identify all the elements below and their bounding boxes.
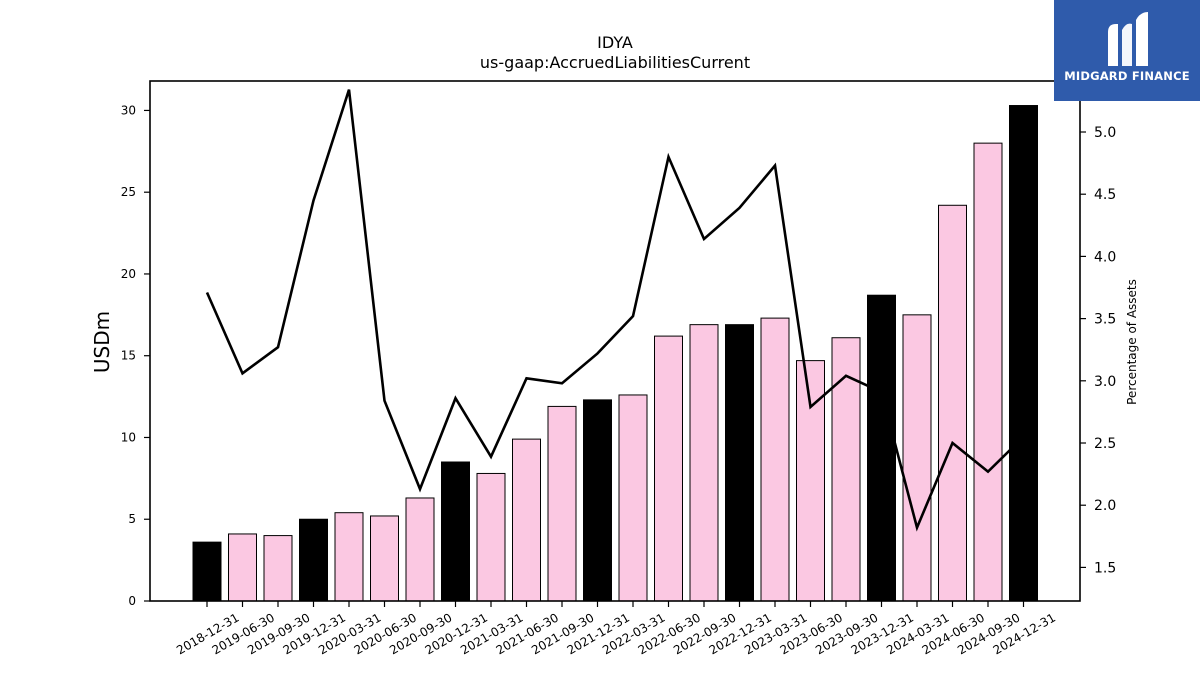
y-tick-label: 30: [121, 103, 136, 117]
midgard-logo-icon: [1108, 12, 1148, 67]
y-tick-label: 25: [121, 185, 136, 199]
bar-2022-03-31: [618, 394, 648, 602]
bar-2023-09-30: [831, 337, 861, 602]
bar-2022-09-30: [689, 324, 719, 602]
bar-2022-12-31: [725, 324, 754, 602]
chart-subtitle: us-gaap:AccruedLiabilitiesCurrent: [480, 53, 750, 72]
bar-2019-09-30: [263, 535, 293, 602]
bar-2024-03-31: [902, 314, 932, 602]
y-tick-label: 10: [121, 430, 136, 444]
brand-logo: MIDGARD FINANCE: [1054, 0, 1200, 101]
bar-2021-09-30: [547, 405, 577, 602]
y2-tick-label: 1.5: [1094, 560, 1116, 576]
percentage-line: [205, 89, 1025, 532]
brand-name: MIDGARD FINANCE: [1064, 69, 1190, 83]
bar-2021-06-30: [512, 438, 541, 602]
y-tick-label: 20: [121, 267, 136, 281]
y-tick-label: 15: [121, 349, 136, 363]
bar-2019-12-31: [299, 518, 328, 602]
y2-tick-label: 2.0: [1094, 498, 1116, 514]
bar-2023-12-31: [867, 294, 896, 602]
bar-2024-06-30: [938, 204, 967, 602]
bar-2022-06-30: [654, 335, 683, 602]
bar-2020-12-31: [441, 461, 470, 602]
bar-2023-03-31: [760, 317, 790, 602]
bar-2020-03-31: [334, 512, 364, 602]
bar-2019-06-30: [228, 533, 257, 602]
x-axis: 2018-12-312019-06-302019-09-302019-12-31…: [174, 601, 1058, 657]
bar-series: [192, 105, 1038, 602]
chart-title: IDYA: [597, 33, 633, 52]
bar-2020-09-30: [405, 497, 435, 602]
bar-2024-09-30: [973, 142, 1003, 602]
y-tick-label: 0: [128, 594, 136, 608]
y-axis-right: 1.5 2.0 2.5 3.0 3.5 4.0 4.5 5.0: [1080, 125, 1116, 576]
y2-tick-label: 4.0: [1094, 249, 1116, 265]
y-axis-label: USDm: [90, 311, 114, 373]
y2-tick-label: 4.5: [1094, 187, 1116, 203]
y2-tick-label: 3.5: [1094, 312, 1116, 328]
y2-tick-label: 5.0: [1094, 125, 1116, 141]
bar-2021-12-31: [583, 399, 612, 602]
bar-2021-03-31: [476, 472, 506, 602]
plot-frame: [149, 80, 1081, 602]
y2-tick-label: 2.5: [1094, 436, 1116, 452]
y2-axis-label: Percentage of Assets: [1125, 279, 1139, 405]
bar-2018-12-31: [192, 541, 222, 602]
bar-2024-12-31: [1009, 105, 1038, 602]
y2-tick-label: 3.0: [1094, 374, 1116, 390]
y-axis-left: 0 5 10 15 20 25 30: [121, 103, 150, 608]
y-tick-label: 5: [128, 512, 136, 526]
bar-2020-06-30: [370, 515, 399, 602]
